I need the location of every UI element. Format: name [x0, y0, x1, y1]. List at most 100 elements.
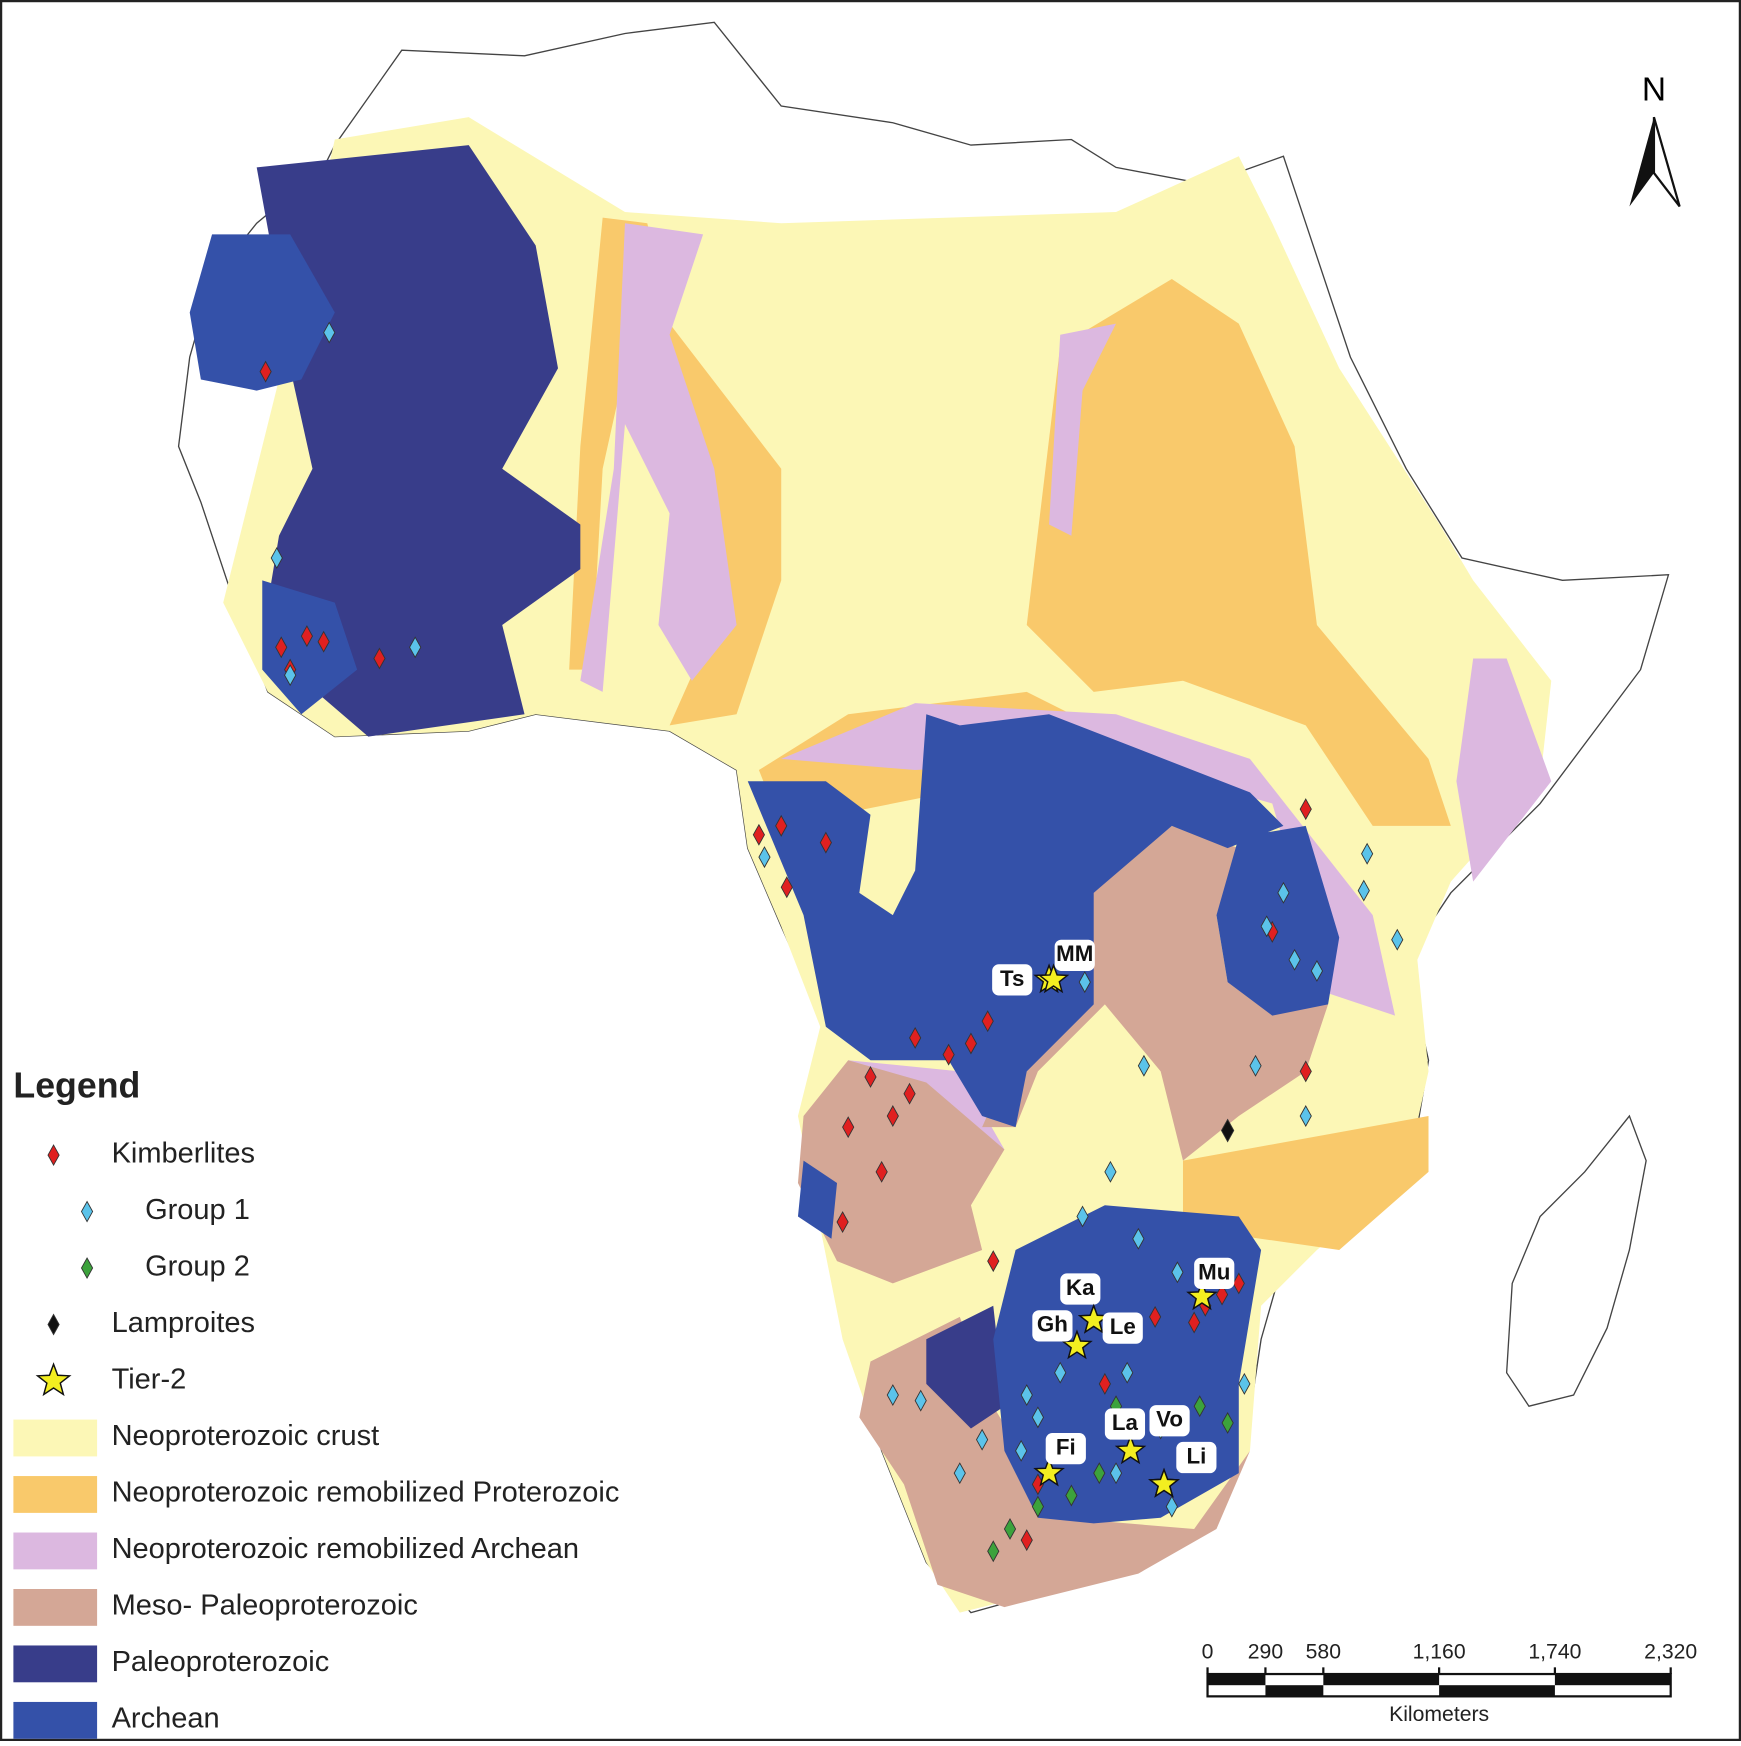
site-label: Le — [1110, 1314, 1136, 1339]
legend-swatch — [13, 1476, 98, 1513]
diamond-marker — [373, 647, 386, 670]
legend-label: Paleoproterozoic — [112, 1646, 330, 1678]
diamond-marker — [886, 1384, 899, 1406]
diamond-marker — [1232, 1272, 1245, 1295]
sites: Ts MM Ka Mu Gh Le La Vo Fi Li — [992, 939, 1235, 1498]
diamond-marker — [1299, 1060, 1312, 1083]
diamond-marker — [1310, 959, 1324, 982]
diamond-marker — [1357, 879, 1370, 902]
diamond-marker — [1054, 1361, 1067, 1384]
diamond-marker — [1361, 842, 1374, 865]
star-marker — [1186, 1280, 1218, 1311]
scale-tick-label: 580 — [1306, 1640, 1341, 1663]
diamond-marker — [80, 1257, 94, 1279]
site-label-box — [992, 964, 1033, 996]
diamond-marker — [1193, 1395, 1206, 1418]
star-marker — [1114, 1434, 1147, 1465]
legend-label: Lamproites — [112, 1307, 255, 1339]
diamond-marker — [284, 664, 297, 687]
diamond-marker — [409, 636, 422, 659]
diamond-marker — [1132, 1227, 1145, 1250]
diamond-marker — [758, 846, 771, 869]
diamond-marker — [1148, 1305, 1162, 1328]
scale-segment — [1554, 1674, 1671, 1686]
diamond-marker — [903, 1082, 916, 1105]
diamond-marker — [836, 1211, 849, 1234]
diamond-marker — [47, 1144, 60, 1167]
star-marker — [35, 1362, 72, 1397]
star-marker — [1037, 963, 1070, 994]
diamond-marker — [976, 1428, 989, 1451]
site-label: La — [1112, 1410, 1139, 1435]
diamond-marker — [987, 1540, 1000, 1563]
diamond-marker — [914, 1389, 927, 1412]
diamond-marker — [780, 876, 793, 899]
legend-label: Group 1 — [145, 1194, 250, 1226]
north-arrow — [1652, 116, 1681, 208]
legend-label: Archean — [112, 1702, 220, 1734]
legend-label: Meso- Paleoproterozoic — [112, 1590, 418, 1622]
site-label: Li — [1186, 1443, 1206, 1468]
scale-tick-label: 1,740 — [1528, 1640, 1581, 1663]
star-marker — [1033, 1456, 1065, 1487]
diamond-marker — [1260, 915, 1273, 938]
scale-tick-label: 1,160 — [1413, 1640, 1466, 1663]
diamond-marker — [964, 1032, 978, 1055]
scale-segment — [1207, 1674, 1266, 1686]
diamond-marker — [1109, 1462, 1123, 1485]
scale-segment — [1439, 1685, 1555, 1697]
diamond-marker — [864, 1066, 877, 1088]
diamond-marker — [323, 321, 336, 344]
legend-label: Group 2 — [145, 1251, 250, 1283]
legend-label: Neoproterozoic remobilized Proterozoic — [112, 1477, 620, 1509]
diamond-marker — [1391, 928, 1404, 951]
legend-swatch — [13, 1588, 98, 1626]
legend: Kimberlites Group 1 Group 2 Lamproites Tier-… — [13, 1138, 619, 1739]
diamond-marker — [317, 630, 330, 653]
diamond-marker — [1221, 1411, 1234, 1434]
site-label: MM — [1056, 941, 1093, 966]
diamond-marker — [1277, 881, 1290, 904]
diamond-marker — [1065, 1484, 1078, 1507]
site-label: Gh — [1037, 1312, 1068, 1337]
diamond-marker — [1215, 1283, 1229, 1306]
diamond-marker — [1299, 1105, 1312, 1127]
diamond-marker — [752, 823, 765, 846]
site-label: Ts — [1000, 966, 1024, 991]
diamond-marker — [1188, 1311, 1201, 1334]
diamond-marker — [300, 625, 313, 648]
star-marker — [1148, 1467, 1180, 1498]
site-label-box — [1060, 1273, 1101, 1305]
madagascar — [1505, 1114, 1647, 1407]
scale-segment — [1265, 1685, 1324, 1697]
legend-swatch — [13, 1532, 98, 1570]
diamond-marker — [987, 1250, 1000, 1273]
meso-paleoproterozoic — [797, 825, 1329, 1608]
diamond-marker — [981, 1010, 994, 1033]
diamond-marker — [953, 1462, 966, 1485]
diamond-marker — [1299, 798, 1312, 821]
north-label: N — [1642, 71, 1666, 108]
legend-swatch — [13, 1701, 98, 1739]
diamond-marker — [842, 1116, 855, 1139]
diamond-marker — [819, 831, 832, 854]
legend-label: Kimberlites — [112, 1138, 255, 1170]
site-label: Fi — [1056, 1434, 1076, 1459]
diamond-marker — [1093, 1462, 1106, 1485]
diamond-marker — [270, 547, 283, 569]
diamond-marker — [1020, 1384, 1033, 1406]
site-label: Ka — [1066, 1275, 1095, 1300]
site-label-box — [1054, 939, 1095, 971]
scale-bar: 0 290 580 1,160 1,740 2,320 Kilometers — [1202, 1640, 1698, 1725]
diamond-marker — [1003, 1517, 1017, 1540]
site-label: Mu — [1198, 1259, 1230, 1284]
diamond-marker — [1171, 1261, 1184, 1284]
diamond-marker — [1220, 1118, 1235, 1143]
site-label-box — [1176, 1441, 1217, 1474]
site-label-box — [1104, 1408, 1146, 1440]
diamond-marker — [1078, 971, 1091, 994]
diamond-marker — [1098, 1372, 1111, 1395]
diamond-marker — [1238, 1372, 1251, 1395]
diamond-marker — [275, 636, 288, 659]
scale-segment — [1323, 1674, 1440, 1686]
